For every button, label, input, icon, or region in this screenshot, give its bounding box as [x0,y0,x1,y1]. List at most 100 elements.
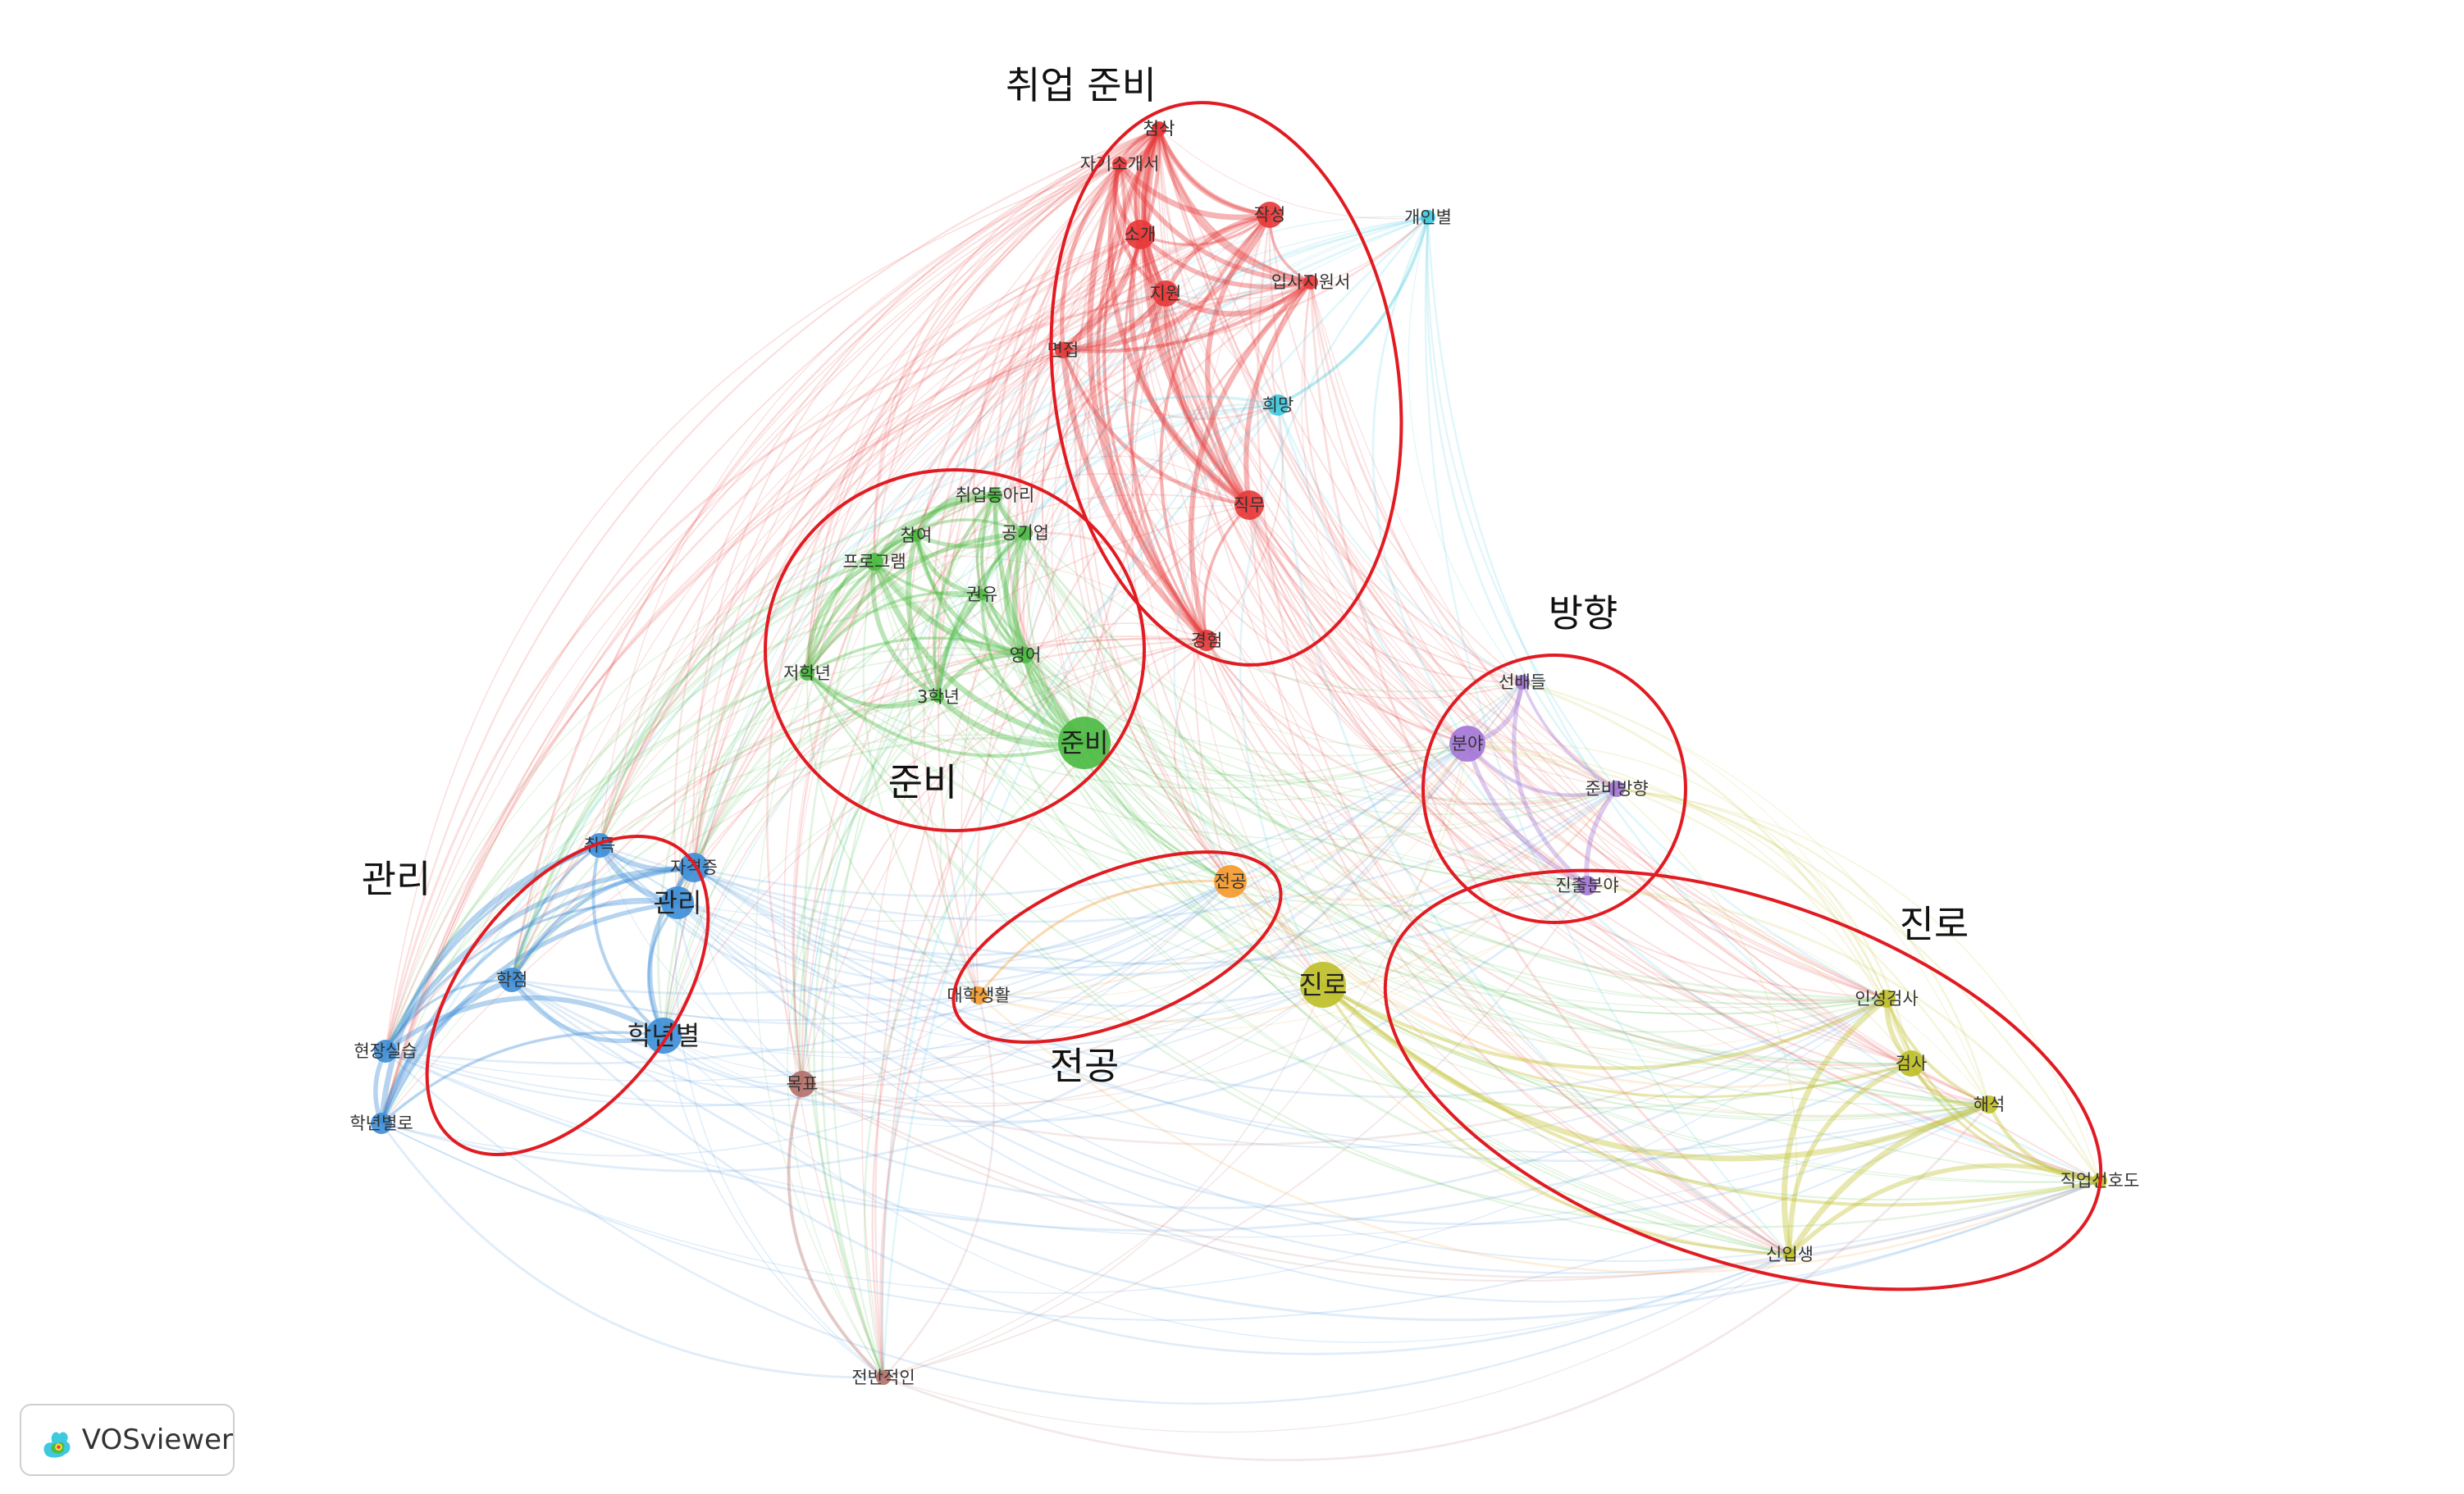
link-n13-n36 [993,494,1990,1106]
node-n11[interactable] [1267,394,1289,416]
node-label-n14: 참여 [901,526,933,545]
vosviewer-logo-icon [43,1432,71,1458]
link-n29-n37 [801,1082,2101,1278]
link-n31-n32 [977,879,1231,996]
node-n22[interactable] [587,833,612,858]
node-n08[interactable] [1303,275,1318,289]
node-n14[interactable] [910,529,923,542]
link-n18-n32 [939,654,1026,996]
link-n30-n32 [883,995,995,1378]
node-n21[interactable] [1058,717,1111,769]
link-n15-n30 [813,532,1026,1378]
cluster-ellipse-6 [1383,868,2103,1291]
link-n20-n25 [511,696,939,981]
node-n05[interactable] [1125,220,1155,249]
node-n12[interactable] [1421,210,1435,225]
link-n10-n40 [1206,640,1523,699]
node-n29[interactable] [789,1071,815,1097]
link-n23-n39 [693,742,1468,897]
link-n04-n06 [1157,128,1271,217]
link-n19-n23 [693,672,808,868]
link-n11-n13 [994,394,1279,496]
node-n28[interactable] [371,1113,392,1134]
link-n13-n17 [975,494,997,595]
node-n16[interactable] [865,553,883,571]
node-label-n35: 검사 [1896,1054,1928,1073]
node-n38[interactable] [1783,1248,1796,1261]
link-n18-n29 [798,654,1026,1085]
node-n18[interactable] [1017,647,1034,663]
node-n03[interactable] [1112,157,1127,171]
node-n33[interactable] [1300,962,1346,1008]
link-n02-n12 [1062,216,1429,352]
link-n15-n42 [1024,532,1588,886]
link-n13-n18 [979,494,1027,657]
link-n08-n28 [381,281,1312,1124]
link-n20-n26 [663,696,939,1036]
link-n07-n09 [1163,293,1251,507]
link-n10-n28 [381,640,1207,1124]
node-n25[interactable] [500,968,524,992]
link-n14-n20 [906,535,941,699]
node-n02[interactable] [1055,342,1071,358]
link-n39-n42 [1465,743,1589,888]
link-n07-n32 [961,293,1166,996]
node-n20[interactable] [933,691,944,703]
node-n13[interactable] [988,488,1002,503]
link-n33-n42 [1322,885,1588,986]
link-n15-n16 [873,518,1026,563]
node-n17[interactable] [976,589,988,600]
link-n07-n29 [801,293,1166,1085]
node-n06[interactable] [1257,202,1283,228]
link-n19-n42 [806,672,1588,907]
link-n18-n36 [1024,654,1990,1122]
link-n06-n15 [1024,214,1271,534]
link-n26-n29 [663,1035,803,1086]
link-n05-n26 [663,234,1141,1036]
link-n11-n26 [663,404,1279,1036]
node-n10[interactable] [1196,630,1217,651]
node-n40[interactable] [1515,675,1530,690]
link-n06-n25 [510,213,1271,981]
node-n04[interactable] [1152,122,1166,135]
link-n04-n33 [1127,128,1324,986]
node-n39[interactable] [1449,726,1485,762]
node-n31[interactable] [1214,865,1247,898]
node-n30[interactable] [876,1370,891,1385]
node-n36[interactable] [1980,1095,1998,1114]
link-n01-n21 [1042,128,1160,744]
link-n08-n41 [1309,281,1618,790]
link-n34-n36 [1885,998,1990,1106]
cluster-title-a1: 취업 준비 [1006,63,1157,107]
link-n11-n18 [1024,404,1279,656]
link-n18-n34 [1024,654,1887,1005]
node-n09[interactable] [1234,490,1264,520]
link-n08-n22 [598,280,1312,846]
node-n15[interactable] [1018,526,1033,540]
link-n15-n23 [693,532,1026,868]
node-n41[interactable] [1608,781,1625,797]
link-n16-n25 [511,561,875,981]
link-n29-n41 [801,788,1618,1105]
node-n34[interactable] [1878,990,1896,1008]
node-n27[interactable] [374,1040,397,1063]
node-n24[interactable] [661,886,694,919]
node-n19[interactable] [800,666,814,681]
node-n32[interactable] [970,986,988,1004]
vosviewer-logo[interactable]: VOSviewer [20,1404,235,1476]
node-n35[interactable] [1898,1050,1924,1077]
link-n18-n19 [806,636,1026,675]
link-n16-n30 [802,561,885,1378]
link-n11-n25 [511,404,1279,981]
link-n03-n06 [1117,162,1271,221]
link-n08-n18 [1024,281,1312,656]
link-n07-n12 [1165,216,1429,300]
link-n03-n30 [783,163,1120,1378]
link-n21-n41 [1084,742,1618,828]
node-n07[interactable] [1152,280,1179,307]
link-n04-n11 [1158,128,1279,406]
link-n01-n10 [1102,128,1208,642]
link-n22-n32 [598,845,979,1002]
node-n42[interactable] [1577,876,1597,895]
link-n21-n39 [1084,742,1468,800]
